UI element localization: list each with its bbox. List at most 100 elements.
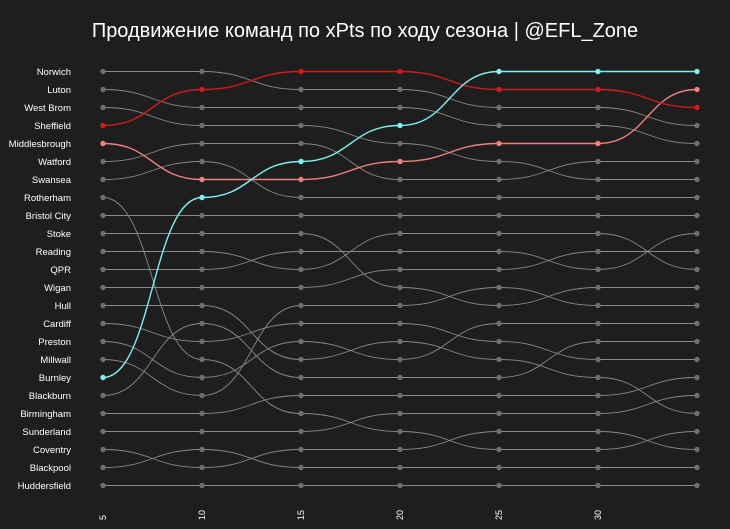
point-reading-25 [496, 230, 502, 237]
team-label-watford: Watford [38, 157, 71, 168]
point-watford-15 [298, 140, 304, 147]
point-reading-15 [298, 266, 304, 273]
point-rotherham-15 [298, 410, 304, 417]
point-middlesbrough-5 [100, 140, 106, 147]
point-blackpool-35 [694, 464, 700, 471]
point-sunderland-5 [100, 428, 106, 435]
point-swansea-20 [397, 194, 403, 201]
point-wigan-30 [595, 248, 601, 255]
point-norwich-10 [199, 68, 205, 75]
point-sheffield-25 [496, 86, 502, 93]
point-birmingham-35 [694, 374, 700, 381]
point-wigan-10 [199, 284, 205, 291]
point-blackpool-10 [199, 446, 205, 453]
x-tick-25: 25 [494, 510, 504, 520]
point-stoke-10 [199, 230, 205, 237]
point-stoke-30 [595, 284, 601, 291]
point-luton-15 [298, 104, 304, 111]
point-middlesbrough-20 [397, 158, 403, 165]
point-millwall-30 [595, 302, 601, 309]
point-stoke-25 [496, 302, 502, 309]
point-preston-10 [199, 374, 205, 381]
point-sheffield-20 [397, 68, 403, 75]
team-label-stoke: Stoke [47, 229, 71, 240]
point-west-brom-5 [100, 104, 106, 111]
point-millwall-15 [298, 302, 304, 309]
point-huddersfield-35 [694, 482, 700, 489]
point-burnley-25 [496, 68, 502, 75]
point-middlesbrough-25 [496, 140, 502, 147]
point-watford-35 [694, 158, 700, 165]
point-bristol-city-20 [397, 212, 403, 219]
point-huddersfield-15 [298, 482, 304, 489]
point-reading-5 [100, 248, 106, 255]
point-cardiff-20 [397, 320, 403, 327]
point-huddersfield-30 [595, 482, 601, 489]
line-norwich [102, 71, 698, 126]
team-label-huddersfield: Huddersfield [18, 481, 71, 492]
point-stoke-15 [298, 230, 304, 237]
line-preston [102, 323, 697, 378]
point-wigan-25 [496, 266, 502, 273]
team-labels: Norwich Luton West Brom Sheffield Middlesbro… [9, 67, 72, 492]
point-luton-5 [100, 86, 106, 93]
point-burnley-30 [595, 68, 601, 75]
point-huddersfield-20 [397, 482, 403, 489]
point-watford-25 [496, 176, 502, 183]
point-blackpool-30 [595, 464, 601, 471]
chart-title: Продвижение команд по xPts по ходу сезон… [92, 20, 638, 42]
point-west-brom-10 [199, 122, 205, 129]
point-reading-20 [397, 230, 403, 237]
series-lines [102, 70, 698, 486]
point-luton-30 [595, 122, 601, 129]
point-sunderland-30 [595, 410, 601, 417]
team-label-luton: Luton [47, 85, 71, 96]
point-watford-10 [199, 140, 205, 147]
point-preston-30 [595, 320, 601, 327]
point-reading-30 [595, 230, 601, 237]
point-west-brom-15 [298, 122, 304, 129]
team-label-blackburn: Blackburn [29, 391, 71, 402]
point-west-brom-30 [595, 176, 601, 183]
point-cardiff-30 [595, 356, 601, 363]
point-swansea-35 [694, 194, 700, 201]
point-preston-35 [694, 320, 700, 327]
team-label-rotherham: Rotherham [24, 193, 71, 204]
point-blackburn-10 [199, 320, 205, 327]
point-stoke-20 [397, 284, 403, 291]
point-norwich-20 [397, 86, 403, 93]
point-reading-10 [199, 248, 205, 255]
x-tick-15: 15 [296, 510, 306, 520]
point-blackpool-25 [496, 464, 502, 471]
point-qpr-15 [298, 248, 304, 255]
point-huddersfield-10 [199, 482, 205, 489]
point-swansea-30 [595, 194, 601, 201]
point-coventry-35 [694, 446, 700, 453]
point-swansea-10 [199, 158, 205, 165]
point-rotherham-5 [100, 194, 106, 201]
point-watford-30 [595, 158, 601, 165]
point-burnley-35 [694, 68, 700, 75]
point-rotherham-25 [496, 446, 502, 453]
point-cardiff-15 [298, 320, 304, 327]
point-rotherham-30 [595, 446, 601, 453]
point-stoke-35 [694, 284, 700, 291]
point-blackburn-35 [694, 338, 700, 345]
line-middlesbrough [102, 88, 698, 181]
point-luton-35 [694, 140, 700, 147]
team-label-qpr: QPR [50, 265, 71, 276]
point-bristol-city-35 [694, 212, 700, 219]
point-millwall-25 [496, 284, 502, 291]
team-label-middlesbrough: Middlesbrough [9, 139, 71, 150]
point-swansea-25 [496, 194, 502, 201]
point-huddersfield-25 [496, 482, 502, 489]
point-qpr-20 [397, 248, 403, 255]
point-swansea-5 [100, 176, 106, 183]
team-label-bristol-city: Bristol City [26, 211, 72, 222]
point-blackpool-15 [298, 464, 304, 471]
team-label-west-brom: West Brom [24, 103, 71, 114]
point-west-brom-20 [397, 140, 403, 147]
x-axis-ticks: 5 10 15 20 25 30 [98, 510, 603, 520]
point-blackpool-20 [397, 464, 403, 471]
point-cardiff-5 [100, 320, 106, 327]
